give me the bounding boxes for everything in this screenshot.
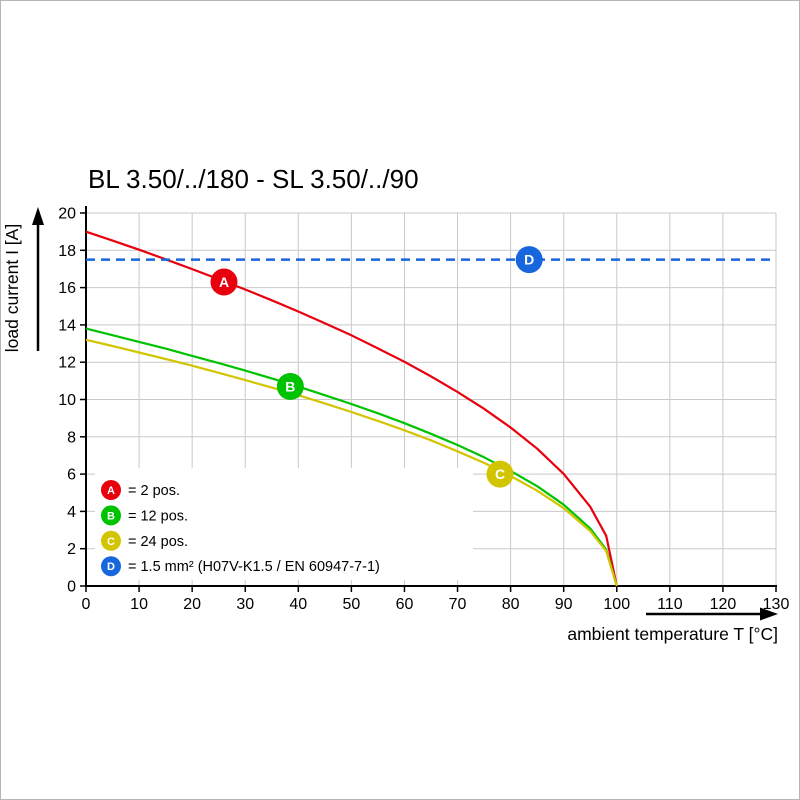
y-tick-label: 6 — [67, 467, 76, 484]
y-tick-label: 20 — [58, 206, 76, 223]
x-tick-label: 20 — [183, 596, 201, 613]
y-tick-label: 0 — [67, 579, 76, 596]
legend-swatch-D — [101, 556, 121, 577]
marker-circle-D — [515, 246, 543, 274]
legend-letter: C — [107, 536, 115, 548]
legend-item-D: D = 1.5 mm² (H07V-K1.5 / EN 60947-7-1) — [101, 556, 380, 577]
marker-C: C — [486, 460, 514, 488]
curve-C — [85, 338, 618, 587]
legend-letter: A — [107, 485, 115, 497]
legend-label: = 12 pos. — [128, 508, 188, 524]
legend-box — [95, 468, 473, 580]
legend-letter: D — [107, 561, 115, 573]
x-tick-label: 120 — [710, 596, 737, 613]
x-axis-arrow — [646, 607, 778, 621]
x-axis-label: ambient temperature T [°C] — [567, 624, 778, 644]
x-tick-label: 80 — [502, 596, 520, 613]
x-tick-label: 110 — [657, 596, 683, 613]
marker-letter: A — [219, 274, 229, 290]
x-tick-label: 90 — [555, 596, 573, 613]
legend-label: = 24 pos. — [128, 534, 188, 550]
marker-circle-C — [486, 460, 514, 488]
x-tick-label: 70 — [449, 596, 467, 613]
axes: 0 10 20 30 40 50 60 70 80 90 100 110 120 130 0 2 4 6 8 10 12… — [58, 206, 789, 614]
x-tick-label: 60 — [396, 596, 414, 613]
y-tick-label: 12 — [58, 355, 76, 372]
marker-A: A — [210, 268, 238, 296]
x-tick-label: 0 — [82, 596, 91, 613]
y-tick-label: 4 — [67, 504, 76, 521]
legend-swatch-C — [101, 530, 121, 551]
y-tick-label: 16 — [58, 280, 76, 297]
y-tick-label: 2 — [67, 541, 76, 558]
curves — [85, 230, 776, 587]
legend-item-C: C = 24 pos. — [101, 530, 188, 551]
x-tick-label: 50 — [342, 596, 360, 613]
curve-markers: A B C D — [210, 246, 543, 488]
legend-swatch-B — [101, 505, 121, 526]
legend-letter: B — [107, 510, 115, 522]
y-tick-label: 18 — [58, 243, 76, 260]
x-tick-label: 100 — [603, 596, 630, 613]
y-axis-arrow — [32, 207, 44, 351]
x-tick-label: 40 — [289, 596, 307, 613]
legend-item-B: B = 12 pos. — [101, 505, 188, 526]
marker-B: B — [276, 372, 304, 400]
curve-A — [85, 230, 618, 587]
x-tick-label: 30 — [236, 596, 254, 613]
x-tick-label: 10 — [130, 596, 148, 613]
marker-circle-A — [210, 268, 238, 296]
legend-label: = 1.5 mm² (H07V-K1.5 / EN 60947-7-1) — [128, 559, 380, 575]
legend-label: = 2 pos. — [128, 483, 180, 499]
marker-letter: B — [285, 378, 295, 394]
y-tick-label: 10 — [58, 392, 76, 409]
marker-D: D — [515, 246, 543, 274]
marker-letter: C — [495, 466, 505, 482]
y-tick-label: 8 — [67, 429, 76, 446]
y-axis-label: load current I [A] — [2, 224, 22, 352]
chart-title: BL 3.50/../180 - SL 3.50/../90 — [88, 164, 419, 194]
curve-B — [85, 327, 618, 587]
legend-swatch-A — [101, 480, 121, 500]
y-tick-label: 14 — [58, 317, 76, 334]
marker-letter: D — [524, 252, 534, 268]
legend-item-A: A = 2 pos. — [101, 480, 180, 500]
x-tick-label: 130 — [763, 596, 790, 613]
legend: A = 2 pos. B = 12 pos. C = 24 pos. D = 1.5 mm² … — [95, 468, 473, 580]
marker-circle-B — [276, 372, 304, 400]
